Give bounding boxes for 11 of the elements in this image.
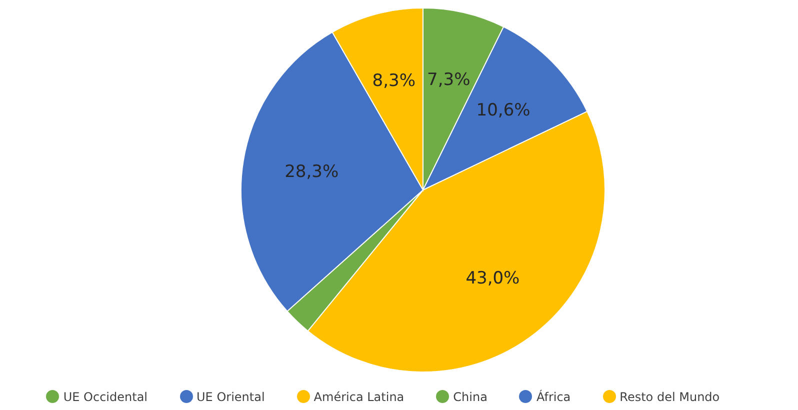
data-label: 10,6% xyxy=(476,100,530,121)
data-label: 28,3% xyxy=(284,162,339,182)
data-label: 43,0% xyxy=(466,268,520,289)
legend-label: UE Oriental xyxy=(196,390,265,404)
legend-label: China xyxy=(453,390,488,404)
legend-label: América Latina xyxy=(314,390,404,404)
data-label: 7,3% xyxy=(427,70,470,90)
data-label: 8,3% xyxy=(372,70,416,91)
legend-label: UE Occidental xyxy=(63,390,148,404)
legend-label: África xyxy=(536,390,571,404)
legend-label: Resto del Mundo xyxy=(620,390,720,404)
